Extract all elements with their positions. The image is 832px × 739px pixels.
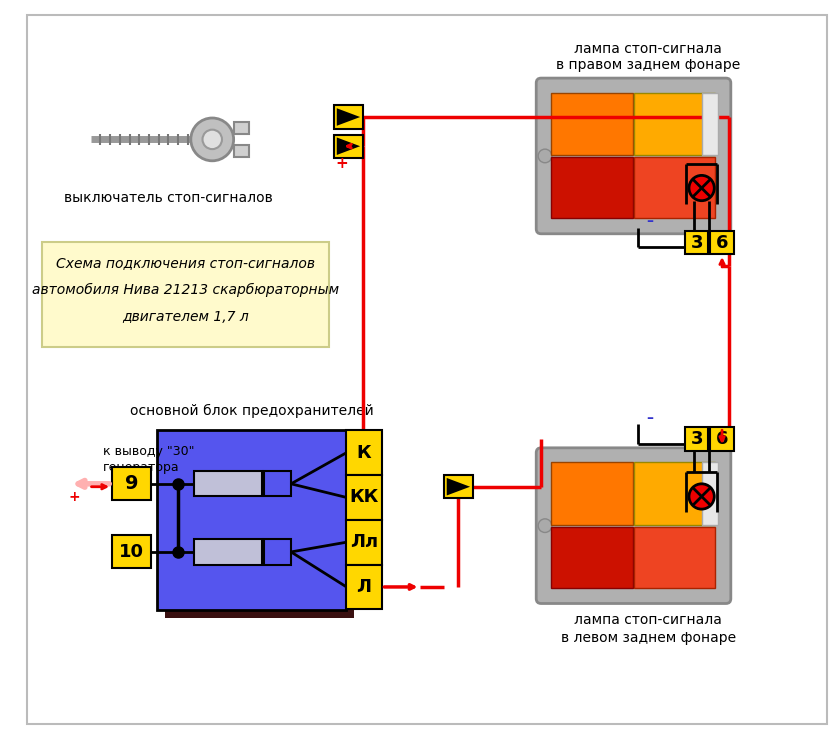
Text: автомобиля Нива 21213 скарбюраторным: автомобиля Нива 21213 скарбюраторным [32,283,339,297]
Bar [635,527,716,588]
Bar [551,463,632,525]
Text: в правом заднем фонаре: в правом заднем фонаре [556,58,740,72]
Text: +: + [335,156,348,171]
Bar [711,427,734,451]
Bar [346,430,382,475]
Polygon shape [337,109,360,126]
Text: К: К [357,443,371,462]
Bar [551,157,632,218]
Bar [551,92,632,155]
Text: 6: 6 [716,430,728,448]
Text: в левом заднем фонаре: в левом заднем фонаре [561,630,735,644]
Text: 3: 3 [691,234,703,251]
Bar [443,475,473,498]
Text: выключатель стоп-сигналов: выключатель стоп-сигналов [64,191,273,205]
Bar [112,535,151,568]
FancyBboxPatch shape [536,448,730,604]
Bar [42,242,329,347]
Bar [346,475,382,520]
Circle shape [538,149,552,163]
Bar [346,565,382,610]
Bar [551,527,632,588]
Text: 6: 6 [716,234,728,251]
Text: 10: 10 [119,543,144,561]
Circle shape [689,175,715,201]
Bar [635,92,716,155]
Circle shape [689,484,715,509]
Bar [635,157,716,218]
Text: Схема подключения стоп-сигналов: Схема подключения стоп-сигналов [56,256,315,270]
Bar [264,471,291,497]
Bar [346,520,382,565]
Text: лампа стоп-сигнала: лампа стоп-сигнала [574,613,722,627]
Circle shape [538,519,552,533]
Circle shape [202,129,222,149]
Polygon shape [447,478,470,495]
Bar [334,106,363,129]
Bar [685,231,708,254]
Bar [334,134,363,158]
Text: основной блок предохранителей: основной блок предохранителей [130,403,374,418]
Bar [234,146,250,157]
Bar [194,539,262,565]
Text: –: – [646,411,654,425]
Text: КК: КК [349,488,379,506]
FancyBboxPatch shape [536,78,730,234]
Bar [165,438,354,618]
Bar [264,539,291,565]
Text: 9: 9 [125,474,138,494]
Bar [685,427,708,451]
Circle shape [191,118,234,161]
Text: 3: 3 [691,430,703,448]
Bar [701,92,718,155]
Bar [701,463,718,525]
Bar [194,471,262,497]
Text: Л: Л [357,578,372,596]
Text: двигателем 1,7 л: двигателем 1,7 л [122,310,249,324]
Bar [156,430,346,610]
Text: лампа стоп-сигнала: лампа стоп-сигнала [574,42,722,56]
Bar [635,463,716,525]
Text: генератора: генератора [103,461,180,474]
Text: Лл: Лл [350,534,378,551]
Bar [711,231,734,254]
Bar [234,122,250,134]
Text: +: + [68,491,80,505]
Bar [112,467,151,500]
Text: –: – [646,214,654,228]
Text: к выводу "30": к выводу "30" [103,445,195,458]
Polygon shape [337,137,360,155]
